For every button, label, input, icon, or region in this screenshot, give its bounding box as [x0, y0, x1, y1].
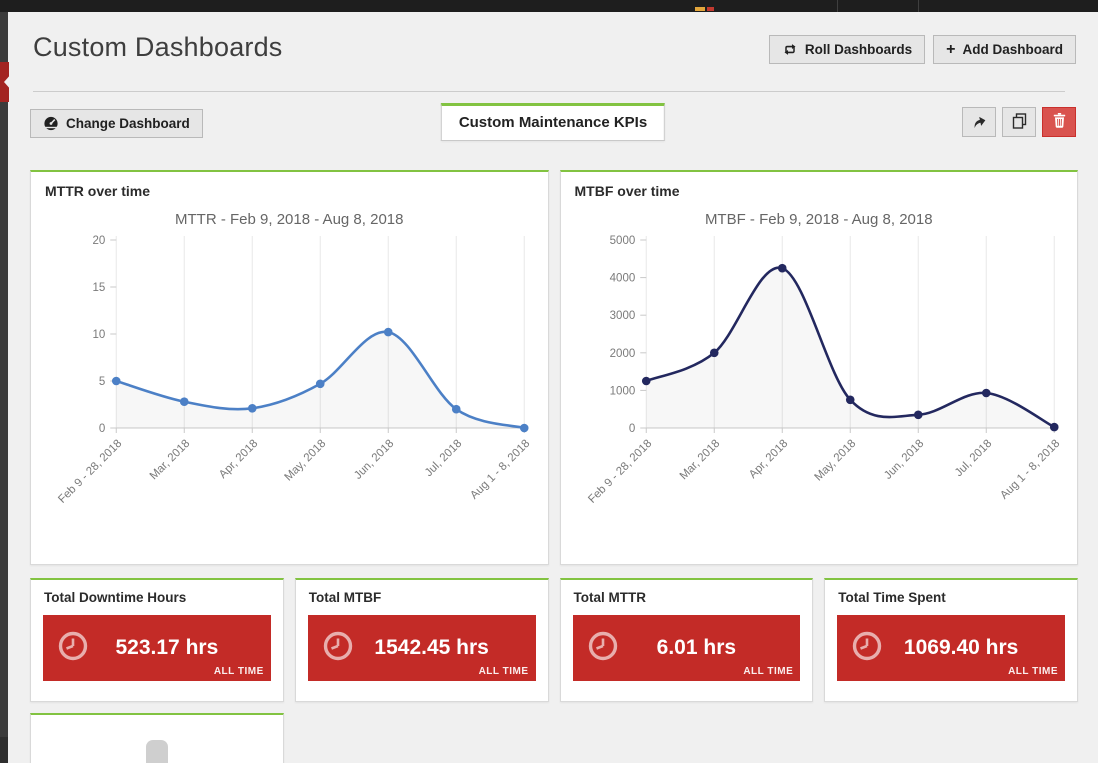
svg-text:Feb 9 - 28, 2018: Feb 9 - 28, 2018: [586, 438, 654, 506]
logo-mark: [695, 7, 705, 11]
trash-icon: [1053, 113, 1066, 131]
tachometer-icon: [43, 116, 59, 131]
kpi-banner: 1069.40 hrs ALL TIME: [837, 615, 1065, 681]
svg-text:Apr, 2018: Apr, 2018: [217, 438, 260, 481]
svg-text:Jun, 2018: Jun, 2018: [882, 438, 926, 482]
svg-text:Mar, 2018: Mar, 2018: [677, 438, 722, 483]
add-dashboard-label: Add Dashboard: [962, 42, 1063, 57]
clock-icon: [322, 630, 354, 667]
kpi-banner: 523.17 hrs ALL TIME: [43, 615, 271, 681]
svg-text:15: 15: [92, 282, 105, 294]
top-navigation-bar: [0, 0, 1098, 12]
svg-text:10: 10: [92, 329, 105, 341]
kpi-value: 1069.40 hrs: [903, 636, 1019, 659]
svg-text:Apr, 2018: Apr, 2018: [747, 438, 790, 481]
gauge-needle-stub: [146, 740, 168, 763]
svg-text:Feb 9 - 28, 2018: Feb 9 - 28, 2018: [56, 438, 124, 506]
copy-icon: [1012, 112, 1027, 132]
topbar-divider: [918, 0, 919, 12]
svg-text:May, 2018: May, 2018: [283, 438, 329, 484]
svg-text:Aug 1 - 8, 2018: Aug 1 - 8, 2018: [998, 438, 1062, 502]
svg-text:May, 2018: May, 2018: [812, 438, 858, 484]
svg-text:0: 0: [628, 423, 634, 435]
topbar-divider: [837, 0, 838, 12]
kpi-banner: 6.01 hrs ALL TIME: [572, 615, 801, 681]
kpi-card-total-mttr: Total MTTR 6.01 hrs ALL TIME: [559, 578, 814, 702]
kpi-row: Total Downtime Hours 523.17 hrs ALL TIME…: [30, 578, 1078, 702]
kpi-card-total-mtbf: Total MTBF 1542.45 hrs ALL TIME: [294, 578, 549, 702]
kpi-title: Total MTBF: [308, 590, 382, 605]
kpi-title: Total Downtime Hours: [44, 590, 187, 605]
kpi-value: 6.01 hrs: [656, 636, 737, 659]
delete-dashboard-button[interactable]: [1042, 107, 1076, 137]
partial-widget-card: [30, 713, 284, 763]
share-arrow-icon: [971, 114, 987, 131]
change-dashboard-label: Change Dashboard: [66, 116, 190, 131]
clock-icon: [587, 630, 619, 667]
kpi-badge: ALL TIME: [478, 666, 529, 677]
logo-mark: [707, 7, 714, 11]
header-divider: [33, 91, 1065, 92]
svg-text:5: 5: [99, 376, 105, 388]
roll-dashboards-label: Roll Dashboards: [804, 42, 913, 57]
svg-text:Jul, 2018: Jul, 2018: [423, 438, 464, 479]
dashboard-toolbar: Change Dashboard Custom Maintenance KPIs: [30, 103, 1076, 143]
mttr-chart-card: MTTR over time MTTR - Feb 9, 2018 - Aug …: [30, 170, 549, 565]
kpi-title: Total MTTR: [573, 590, 646, 605]
svg-text:4000: 4000: [609, 273, 635, 285]
kpi-card-total-time-spent: Total Time Spent 1069.40 hrs ALL TIME: [824, 578, 1078, 702]
kpi-card-total-downtime-hours: Total Downtime Hours 523.17 hrs ALL TIME: [30, 578, 284, 702]
copy-dashboard-button[interactable]: [1002, 107, 1036, 137]
sidebar-collapse-toggle[interactable]: [0, 62, 9, 102]
dashboard-tab-custom-maintenance-kpis[interactable]: Custom Maintenance KPIs: [440, 103, 666, 141]
page-title: Custom Dashboards: [33, 32, 283, 62]
svg-text:Jul, 2018: Jul, 2018: [952, 438, 993, 479]
kpi-title: Total Time Spent: [838, 590, 946, 605]
page-header: Custom Dashboards Roll Dashboards + Add …: [8, 12, 1098, 64]
kpi-badge: ALL TIME: [1008, 666, 1058, 677]
clock-icon: [57, 630, 89, 667]
svg-text:1000: 1000: [609, 385, 635, 397]
kpi-banner: 1542.45 hrs ALL TIME: [307, 615, 536, 681]
mttr-card-title: MTTR over time: [45, 183, 151, 199]
svg-text:Jun, 2018: Jun, 2018: [352, 438, 396, 482]
kpi-badge: ALL TIME: [743, 666, 794, 677]
svg-text:0: 0: [99, 423, 105, 435]
share-dashboard-button[interactable]: [962, 107, 996, 137]
svg-text:20: 20: [92, 235, 105, 247]
mttr-line-chart: 0 5 10 15 20 Feb 9 - 28, 2018 Mar, 2018 Apr, 20…: [56, 235, 532, 506]
add-dashboard-button[interactable]: + Add Dashboard: [933, 35, 1076, 64]
charts-row: MTTR over time MTTR - Feb 9, 2018 - Aug …: [30, 170, 1078, 565]
dashboard-actions: [962, 107, 1076, 137]
roll-dashboards-button[interactable]: Roll Dashboards: [768, 35, 926, 64]
svg-text:Mar, 2018: Mar, 2018: [148, 438, 193, 483]
header-buttons: Roll Dashboards + Add Dashboard: [768, 35, 1076, 64]
svg-text:5000: 5000: [609, 235, 635, 247]
collapsed-sidebar: [0, 12, 8, 763]
svg-text:2000: 2000: [609, 348, 635, 360]
mtbf-line-chart: 0 1000 2000 3000 4000 5000 Feb 9 - 28, 2018 Mar…: [586, 235, 1062, 506]
clock-icon: [851, 630, 883, 667]
change-dashboard-button[interactable]: Change Dashboard: [30, 109, 203, 138]
svg-text:3000: 3000: [609, 310, 635, 322]
kpi-value: 1542.45 hrs: [374, 636, 489, 659]
mtbf-chart-title: MTBF - Feb 9, 2018 - Aug 8, 2018: [704, 211, 933, 228]
mttr-chart-title: MTTR - Feb 9, 2018 - Aug 8, 2018: [175, 211, 404, 228]
mtbf-card-title: MTBF over time: [574, 183, 680, 199]
kpi-value: 523.17 hrs: [115, 636, 219, 659]
repeat-icon: [782, 43, 798, 56]
plus-icon: +: [946, 40, 956, 58]
svg-text:Aug 1 - 8, 2018: Aug 1 - 8, 2018: [468, 438, 532, 502]
sidebar-bottom-segment: [0, 737, 8, 763]
mtbf-chart-card: MTBF over time MTBF - Feb 9, 2018 - Aug …: [559, 170, 1078, 565]
kpi-badge: ALL TIME: [213, 666, 264, 677]
